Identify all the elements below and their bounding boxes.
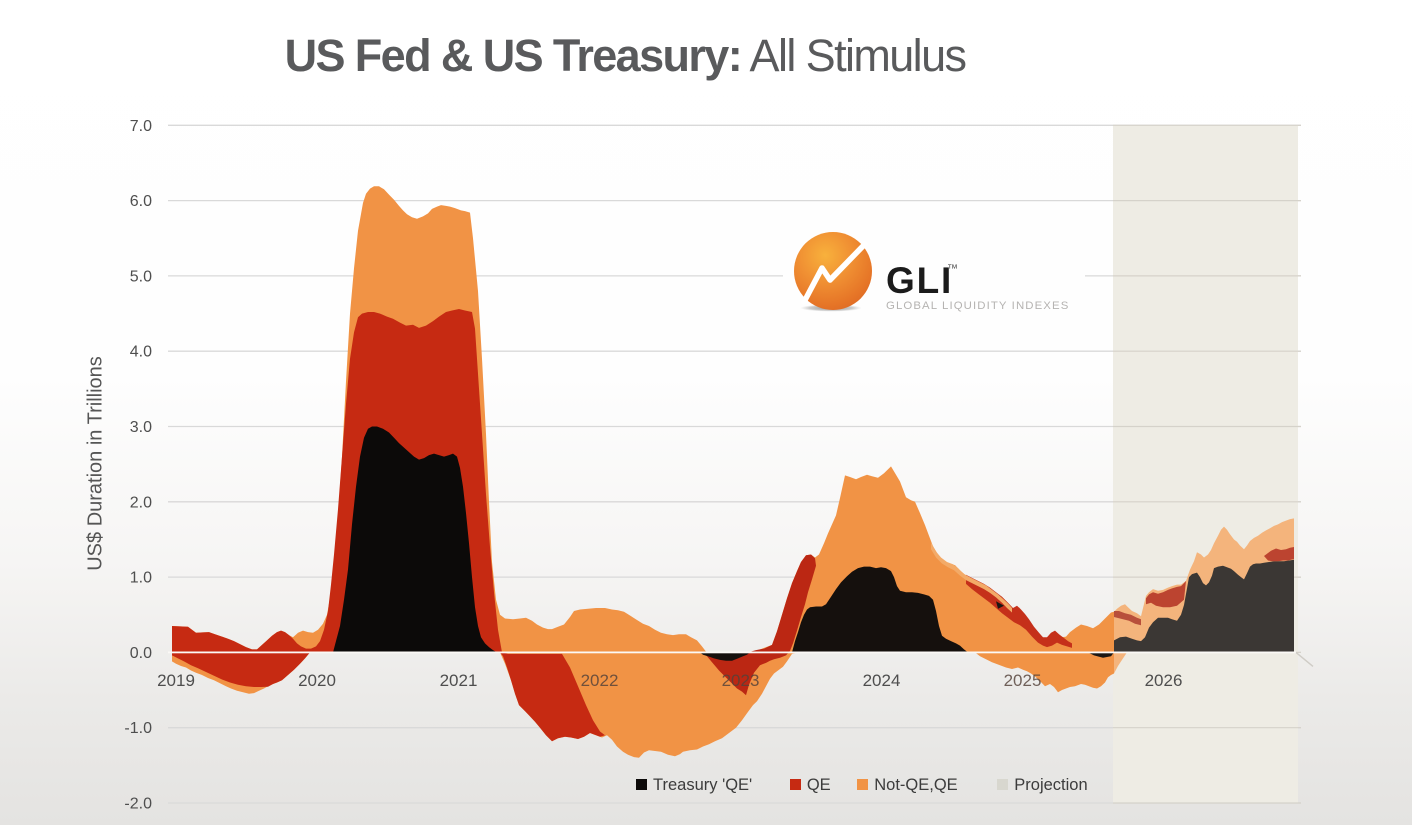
svg-text:5.0: 5.0: [130, 268, 152, 285]
svg-text:-1.0: -1.0: [124, 720, 152, 737]
svg-text:3.0: 3.0: [130, 419, 152, 436]
svg-text:1.0: 1.0: [130, 570, 152, 587]
svg-text:2021: 2021: [440, 671, 478, 690]
svg-text:GLI: GLI: [886, 260, 953, 301]
svg-text:0.0: 0.0: [130, 645, 152, 662]
svg-text:2.0: 2.0: [130, 494, 152, 511]
svg-text:GLOBAL LIQUIDITY INDEXES: GLOBAL LIQUIDITY INDEXES: [886, 300, 1069, 312]
svg-text:™: ™: [947, 263, 958, 275]
svg-text:2019: 2019: [157, 671, 195, 690]
svg-text:7.0: 7.0: [130, 118, 152, 135]
svg-text:2025: 2025: [1004, 671, 1042, 690]
svg-text:2022: 2022: [581, 671, 619, 690]
svg-text:2024: 2024: [863, 671, 901, 690]
svg-text:-2.0: -2.0: [124, 796, 152, 813]
svg-text:6.0: 6.0: [130, 193, 152, 210]
svg-text:4.0: 4.0: [130, 344, 152, 361]
svg-text:2020: 2020: [298, 671, 336, 690]
svg-text:2026: 2026: [1145, 671, 1183, 690]
svg-text:2023: 2023: [722, 671, 760, 690]
